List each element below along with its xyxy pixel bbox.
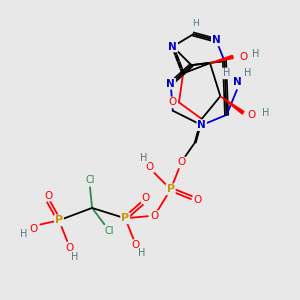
Text: N: N: [212, 35, 220, 45]
Text: Cl: Cl: [105, 226, 114, 236]
Text: H: H: [262, 108, 269, 118]
Text: O: O: [29, 224, 37, 234]
Text: O: O: [239, 52, 247, 62]
Text: O: O: [150, 211, 158, 221]
Text: O: O: [177, 158, 185, 167]
Text: H: H: [244, 68, 251, 78]
Text: O: O: [44, 190, 53, 200]
Text: O: O: [65, 243, 74, 253]
Text: N: N: [197, 120, 206, 130]
Text: H: H: [223, 68, 230, 78]
Polygon shape: [220, 96, 244, 114]
Text: Cl: Cl: [85, 175, 95, 185]
Text: H: H: [71, 252, 78, 262]
Text: P: P: [55, 215, 63, 225]
Text: N: N: [166, 79, 175, 89]
Text: O: O: [169, 98, 177, 107]
Polygon shape: [210, 56, 233, 63]
Text: H: H: [140, 153, 148, 163]
Text: H: H: [138, 248, 146, 258]
Text: O: O: [194, 195, 202, 205]
Text: H: H: [252, 49, 259, 59]
Text: O: O: [247, 110, 256, 120]
Text: N: N: [232, 77, 241, 87]
Text: P: P: [167, 184, 175, 194]
Text: N: N: [168, 42, 177, 52]
Text: O: O: [146, 162, 154, 172]
Text: P: P: [121, 213, 129, 223]
Text: O: O: [131, 240, 140, 250]
Text: H: H: [192, 19, 199, 28]
Text: O: O: [142, 193, 150, 202]
Text: H: H: [20, 229, 28, 239]
